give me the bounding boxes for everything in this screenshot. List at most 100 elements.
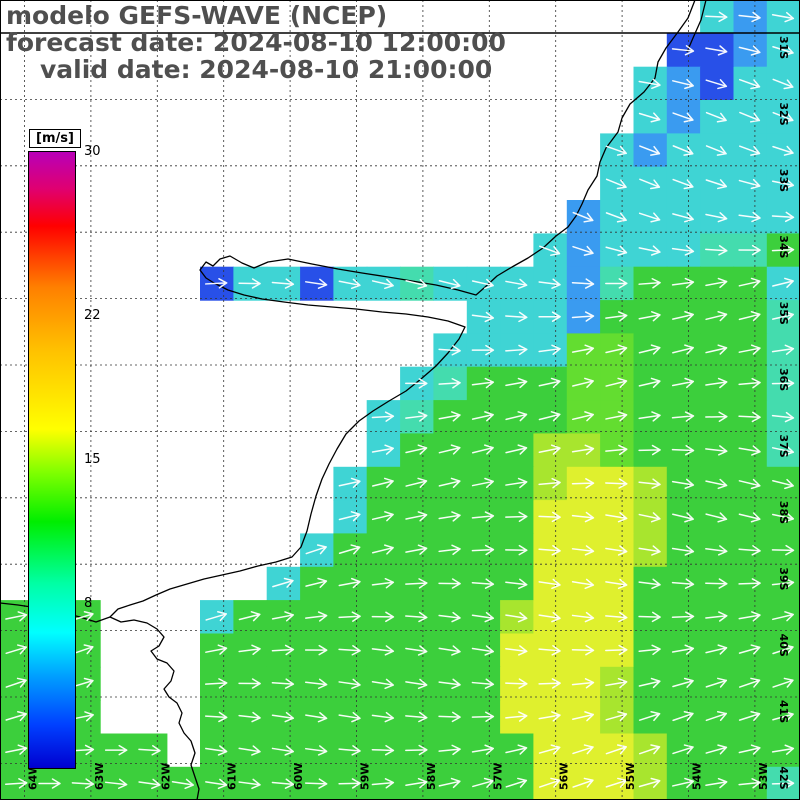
lon-label: 60W [292, 763, 305, 790]
wind-arrow [771, 544, 795, 556]
wind-arrow [705, 11, 728, 23]
lat-label: 38S [777, 501, 790, 524]
wind-arrow [705, 710, 728, 722]
wind-arrow [538, 344, 561, 355]
wind-arrow [571, 511, 595, 523]
wind-arrow [238, 644, 261, 656]
wind-arrow [304, 644, 328, 656]
wind-arrow [238, 611, 261, 622]
wind-arrow [638, 611, 661, 623]
wind-arrow [672, 710, 694, 722]
wind-arrow [438, 777, 461, 789]
wind-arrow [771, 778, 795, 789]
wind-arrow [571, 444, 595, 455]
wind-arrow [638, 212, 661, 223]
wind-arrow [538, 511, 561, 523]
wind-arrow [772, 111, 794, 123]
wind-arrow [538, 744, 561, 755]
wind-arrow [738, 411, 761, 423]
wind-arrow [771, 578, 795, 589]
wind-arrow [5, 611, 28, 622]
wind-arrow [771, 344, 795, 355]
wind-arrow [572, 411, 594, 422]
wind-arrow [638, 411, 661, 422]
wind-arrow [271, 778, 295, 789]
wind-arrow [538, 377, 561, 389]
wind-arrow [605, 377, 628, 388]
wind-arrow [471, 645, 495, 656]
wind-arrow [571, 478, 595, 489]
wind-arrow [505, 645, 528, 656]
wind-arrow [605, 677, 628, 689]
wind-arrow [671, 478, 695, 489]
wind-arrow [705, 644, 728, 655]
wind-arrow [505, 744, 528, 755]
wind-arrow [638, 744, 661, 755]
lat-label: 39S [777, 567, 790, 590]
wind-arrow [739, 111, 761, 123]
wind-arrow [238, 711, 261, 723]
wind-arrow [471, 744, 495, 755]
wind-arrow [738, 778, 761, 789]
wind-arrow [338, 711, 361, 723]
wind-arrow [738, 744, 761, 755]
wind-arrow [705, 344, 728, 355]
wind-arrow [438, 678, 461, 690]
wind-arrow [638, 377, 661, 388]
wind-arrow [772, 78, 794, 90]
wind-arrow [705, 677, 728, 688]
wind-arrow [705, 79, 728, 90]
wind-arrow [572, 245, 594, 256]
wind-arrow [605, 245, 628, 256]
wind-arrow [238, 678, 261, 689]
wind-arrow [705, 310, 728, 322]
wind-arrow [538, 678, 561, 689]
wind-arrow [505, 511, 528, 522]
wind-arrow [605, 545, 628, 556]
wind-arrow [338, 511, 361, 522]
wind-arrow [538, 545, 561, 556]
coastline [109, 0, 696, 800]
wind-arrow [405, 477, 428, 488]
wind-arrow [672, 78, 694, 90]
wind-arrow [338, 645, 361, 656]
wind-arrow [72, 611, 94, 622]
wind-arrow [705, 478, 728, 490]
wind-arrow [471, 377, 495, 389]
wind-arrow [405, 278, 428, 290]
wind-arrow [438, 345, 461, 356]
wind-arrow [305, 544, 327, 555]
wind-arrow [338, 278, 361, 290]
wind-arrow [571, 344, 595, 355]
wind-arrow [638, 112, 661, 123]
wind-arrow [205, 644, 228, 655]
valid-date-label: valid date: 2024-08-10 21:00:00 [40, 55, 493, 84]
wind-arrow [605, 777, 628, 788]
wind-arrow [638, 444, 661, 456]
lat-label: 40S [777, 634, 790, 657]
wind-arrow [438, 711, 461, 723]
wind-arrow [405, 578, 428, 589]
wind-arrow [738, 310, 761, 322]
wind-arrow [338, 544, 361, 555]
wind-arrow [371, 511, 394, 522]
wind-arrow [305, 711, 328, 723]
wind-arrow [705, 111, 727, 123]
colorbar-tick-label: 15 [84, 452, 101, 467]
wind-arrow [738, 244, 761, 256]
wind-arrow [505, 311, 528, 323]
lon-label: 55W [624, 763, 637, 790]
wind-arrow [71, 711, 94, 722]
lon-label: 53W [757, 763, 770, 790]
wind-arrow [5, 711, 28, 722]
wind-arrow [572, 744, 594, 755]
wind-arrow [505, 344, 528, 356]
wind-arrow [738, 11, 761, 23]
wind-arrow [738, 377, 761, 389]
wind-arrow [338, 745, 361, 756]
lat-label: 35S [777, 302, 790, 325]
wind-arrow [605, 278, 628, 289]
wind-arrow [505, 477, 528, 489]
wind-arrow [505, 611, 528, 623]
